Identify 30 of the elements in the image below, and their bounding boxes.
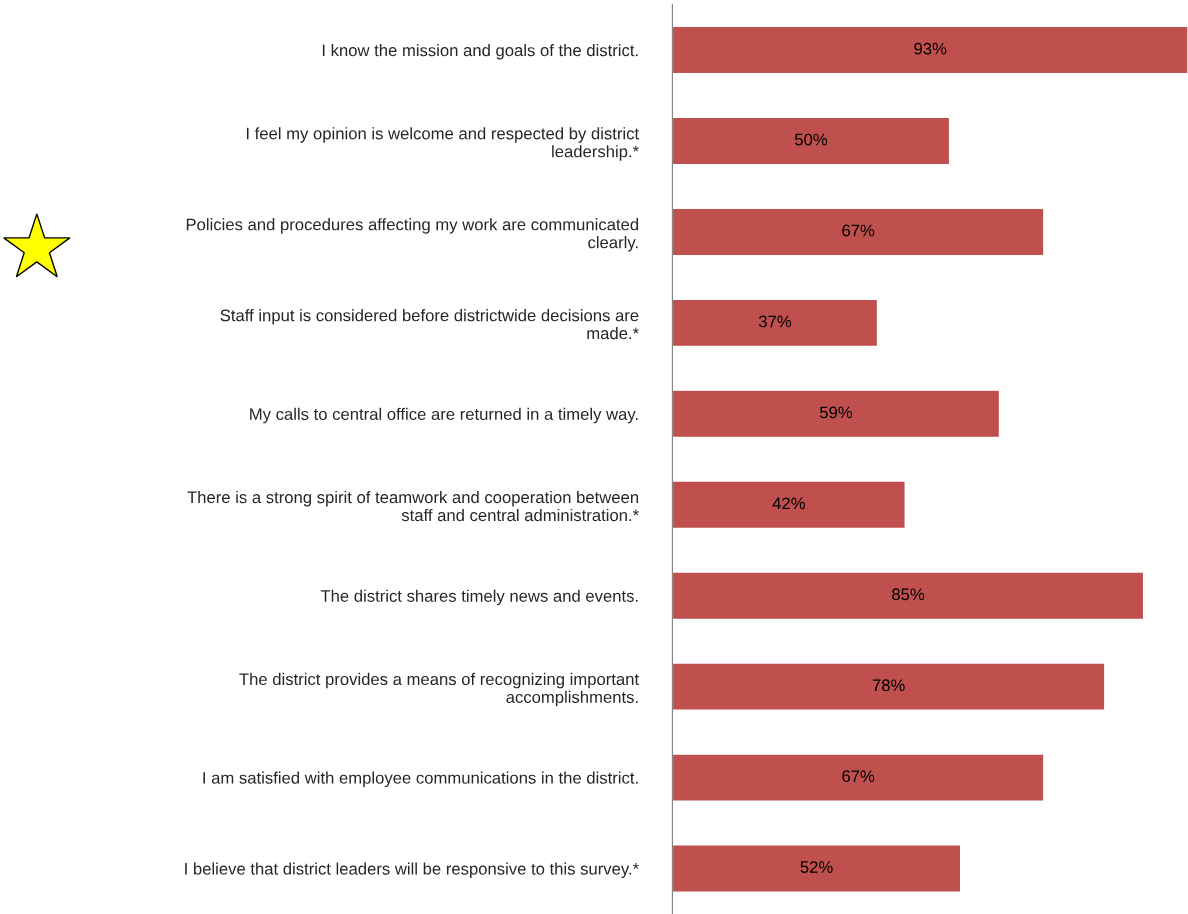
y-tick-label: I know the mission and goals of the district. bbox=[322, 44, 638, 60]
y-tick-label: Staff input is considered before districtwide decisions are made.* bbox=[220, 309, 639, 340]
bar bbox=[672, 662, 1106, 711]
data-label: 37% bbox=[758, 315, 792, 328]
bar bbox=[672, 844, 962, 893]
y-tick-label: Policies and procedures affecting my work are communicated clearly. bbox=[186, 218, 639, 252]
data-label: 52% bbox=[800, 861, 833, 873]
y-tick-label: I feel my opinion is welcome and respected by district leadership.* bbox=[246, 127, 639, 161]
data-label: 78% bbox=[872, 679, 905, 692]
bar bbox=[672, 753, 1045, 802]
bar bbox=[672, 116, 951, 166]
data-label: 42% bbox=[772, 497, 805, 510]
bar bbox=[672, 298, 879, 348]
bar bbox=[672, 480, 906, 530]
data-label: 67% bbox=[842, 224, 875, 237]
bar bbox=[672, 389, 1001, 439]
y-tick-label: There is a strong spirit of teamwork and cooperation between staff and central administration.* bbox=[187, 490, 639, 522]
y-tick-label: I am satisfied with employee communications in the district. bbox=[203, 771, 638, 788]
y-tick-label: My calls to central office are returned in a timely way. bbox=[250, 407, 638, 424]
bar bbox=[672, 207, 1045, 257]
y-tick-label: The district provides a means of recognizing important accomplishments. bbox=[239, 672, 639, 707]
bar bbox=[672, 571, 1145, 621]
bar bbox=[672, 25, 1188, 75]
data-label: 85% bbox=[892, 588, 925, 601]
y-tick-label: The district shares timely news and events. bbox=[320, 589, 638, 606]
data-label: 59% bbox=[819, 406, 853, 419]
y-tick-label: I believe that district leaders will be responsive to this survey.* bbox=[185, 862, 639, 879]
data-label: 50% bbox=[795, 133, 828, 146]
data-label: 67% bbox=[842, 770, 875, 783]
data-label: 93% bbox=[914, 42, 947, 55]
